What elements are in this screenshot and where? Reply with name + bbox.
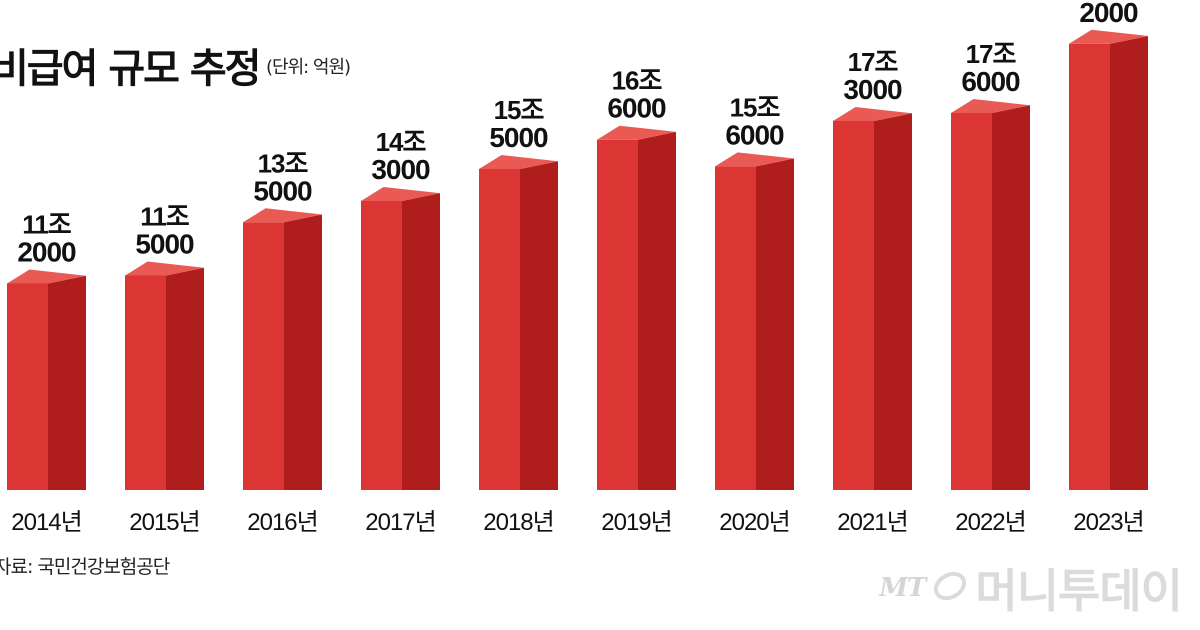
x-tick-label: 2021년 <box>837 509 907 536</box>
value-label-line1: 17조 <box>848 47 899 77</box>
x-tick-label: 2020년 <box>719 509 789 536</box>
bar-front-2020년 <box>715 166 756 490</box>
bar-front-2014년 <box>7 283 48 490</box>
bar-top-2020년 <box>715 152 794 167</box>
value-label-line1: 15조 <box>494 95 545 125</box>
bar-front-2022년 <box>951 113 992 490</box>
bar-top-2019년 <box>597 125 676 140</box>
bar-front-2015년 <box>125 275 166 490</box>
source-note: 자료: 국민건강보험공단 <box>0 556 170 578</box>
x-tick-label: 2023년 <box>1073 509 1143 536</box>
unit-label: (단위: 억원) <box>266 57 351 78</box>
bar-front-2018년 <box>479 169 520 490</box>
x-tick-label: 2018년 <box>483 509 553 536</box>
watermark: MT 머니투데이 <box>879 555 1183 621</box>
value-label-line2: 3000 <box>371 154 430 185</box>
bar-top-2023년 <box>1069 29 1148 44</box>
bar-top-2017년 <box>361 186 440 201</box>
x-tick-label: 2016년 <box>247 509 317 536</box>
bar-side-2018년 <box>520 161 558 490</box>
value-label-line1: 14조 <box>376 127 427 157</box>
value-label-line2: 6000 <box>725 119 784 150</box>
bar-top-2018년 <box>479 155 558 169</box>
bar-side-2015년 <box>166 267 204 490</box>
watermark-name: 머니투데이 <box>975 564 1183 618</box>
bar-side-2022년 <box>992 105 1030 491</box>
bar-top-2021년 <box>833 107 912 122</box>
value-label-line2: 5000 <box>253 175 312 206</box>
x-tick-label: 2014년 <box>11 509 81 536</box>
x-tick-label: 2017년 <box>365 509 435 536</box>
value-label-line2: 2000 <box>17 237 76 268</box>
value-label-line1: 13조 <box>258 148 309 178</box>
chart-title: 비급여 규모 추정 <box>0 46 261 92</box>
value-label-line2: 5000 <box>135 229 194 260</box>
value-label-line2: 3000 <box>843 74 902 105</box>
watermark-swirl-icon <box>931 567 969 609</box>
x-tick-label: 2019년 <box>601 509 671 536</box>
bar-front-2019년 <box>597 139 638 491</box>
bar-front-2017년 <box>361 200 402 490</box>
bar-side-2021년 <box>874 113 912 491</box>
value-label-line1: 11조 <box>22 210 71 240</box>
value-label-line1: 11조 <box>140 202 189 232</box>
bar-top-2016년 <box>243 208 322 223</box>
watermark-logo: MT <box>879 573 926 603</box>
value-label-line1: 15조 <box>730 92 781 122</box>
bar-top-2022년 <box>951 99 1030 114</box>
bar-front-2021년 <box>833 121 874 490</box>
value-label-line2: 6000 <box>607 93 666 124</box>
value-label-line2: 2000 <box>1079 0 1138 28</box>
bar-side-2020년 <box>756 158 794 490</box>
value-label-line2: 5000 <box>489 122 548 153</box>
bar-side-2023년 <box>1110 35 1148 490</box>
value-label-line1: 17조 <box>966 39 1017 69</box>
value-label-line1: 16조 <box>612 66 663 96</box>
bar-side-2016년 <box>284 214 322 491</box>
bar-side-2017년 <box>402 193 440 490</box>
x-tick-label: 2015년 <box>129 509 199 536</box>
bar-side-2019년 <box>638 131 676 490</box>
bar-top-2014년 <box>7 269 86 284</box>
bar-top-2015년 <box>125 261 204 276</box>
bar-side-2014년 <box>48 275 86 490</box>
bar-front-2023년 <box>1069 43 1110 491</box>
bar-front-2016년 <box>243 222 284 490</box>
value-label-line2: 6000 <box>961 66 1020 97</box>
x-tick-label: 2022년 <box>955 509 1025 536</box>
